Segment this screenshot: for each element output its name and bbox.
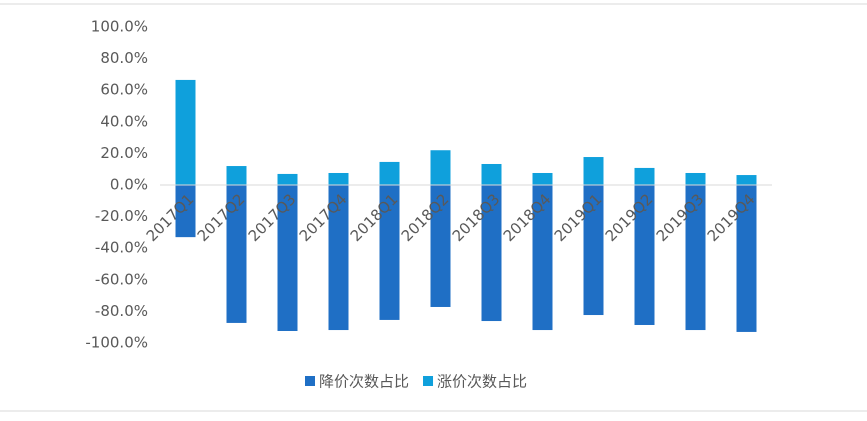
y-tick-label: 20.0%	[100, 144, 148, 162]
bar	[532, 172, 553, 185]
bar	[736, 175, 757, 185]
bar	[226, 185, 247, 323]
bar	[175, 79, 196, 185]
y-tick-label: 60.0%	[100, 81, 148, 99]
bar	[277, 173, 298, 185]
bar	[328, 172, 349, 185]
y-tick-label: 0.0%	[110, 176, 148, 194]
bar	[175, 185, 196, 238]
bar	[634, 167, 655, 185]
y-tick-label: -60.0%	[95, 270, 148, 288]
bar	[481, 185, 502, 322]
bar	[532, 185, 553, 331]
legend-swatch	[423, 376, 434, 386]
y-tick-label: 100.0%	[91, 18, 148, 36]
bar	[685, 185, 706, 331]
bar	[481, 163, 502, 185]
y-tick-label: -100.0%	[85, 334, 148, 352]
legend-swatch	[305, 376, 315, 386]
bar	[583, 157, 604, 185]
bar	[328, 185, 349, 331]
legend-label: 涨价次数占比	[437, 373, 527, 391]
y-tick-label: -80.0%	[95, 302, 148, 320]
bar	[379, 161, 400, 185]
bar	[736, 185, 757, 332]
bar	[634, 185, 655, 325]
bar	[430, 185, 451, 307]
legend-label: 降价次数占比	[319, 373, 409, 391]
bar	[430, 150, 451, 185]
y-tick-label: 40.0%	[100, 112, 148, 130]
y-tick-label: -40.0%	[95, 239, 148, 257]
bar	[685, 172, 706, 185]
y-tick-label: -20.0%	[95, 207, 148, 225]
bar	[226, 166, 247, 185]
y-tick-label: 80.0%	[100, 49, 148, 67]
bar	[583, 185, 604, 316]
bar	[379, 185, 400, 320]
bar	[277, 185, 298, 331]
